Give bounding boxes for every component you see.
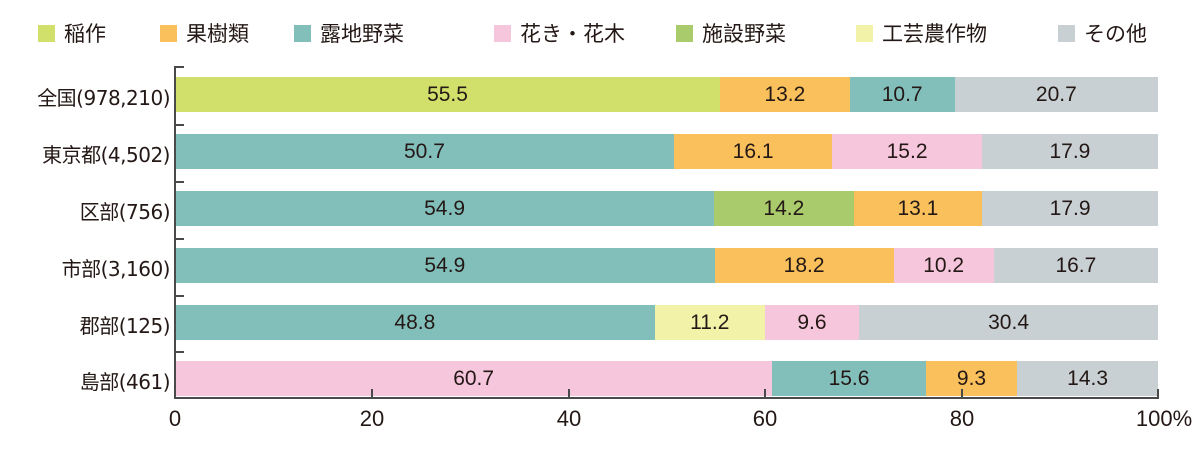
legend-item-greenhouse-vegetables: 施設野菜 — [676, 18, 786, 48]
row-label: 東京都(4,502) — [42, 143, 170, 167]
y-tick — [176, 181, 184, 183]
bar-row: 60.7 15.6 9.3 14.3 — [175, 361, 1158, 396]
x-tick-label: 40 — [556, 406, 582, 431]
bar-segment: 18.2 — [714, 248, 894, 283]
bar-row: 54.9 14.2 13.1 17.9 — [175, 191, 1158, 226]
bar-row: 50.7 16.1 15.2 17.9 — [175, 134, 1158, 169]
row-label: 市部(3,160) — [61, 257, 171, 281]
bar-segment: 55.5 — [175, 77, 721, 112]
legend-label: その他 — [1084, 22, 1147, 46]
legend-swatch-icon — [160, 24, 177, 42]
legend-item-flowers: 花き・花木 — [494, 18, 625, 48]
bar-row: 54.9 18.2 10.2 16.7 — [175, 248, 1158, 283]
legend-label: 稲作 — [64, 22, 106, 46]
bar-segment: 50.7 — [175, 134, 674, 169]
y-tick — [176, 295, 184, 297]
legend-item-rice: 稲作 — [38, 18, 106, 48]
bar-segment: 14.2 — [714, 191, 854, 226]
bar-segment: 15.6 — [772, 361, 926, 396]
y-tick — [176, 124, 184, 126]
row-label: 全国(978,210) — [37, 86, 170, 110]
bar-segment: 9.3 — [925, 361, 1018, 396]
x-tick-label: 80 — [949, 406, 975, 431]
legend-swatch-icon — [676, 24, 693, 42]
legend-label: 露地野菜 — [320, 22, 404, 46]
x-tick-label: 100% — [1135, 406, 1193, 431]
x-tick-label: 60 — [752, 406, 778, 431]
x-tick — [1157, 389, 1159, 398]
bar-segment: 16.7 — [993, 248, 1158, 283]
bar-segment: 13.1 — [853, 191, 983, 226]
row-label: 島部(461) — [79, 370, 171, 394]
y-tick — [176, 238, 184, 240]
y-axis-line — [174, 66, 176, 399]
bar-segment: 54.9 — [175, 191, 715, 226]
bar-row: 48.8 11.2 9.6 30.4 — [175, 305, 1158, 340]
bar-segment: 48.8 — [175, 305, 655, 340]
bar-segment: 10.7 — [849, 77, 955, 112]
legend-swatch-icon — [494, 24, 511, 42]
legend-item-other: その他 — [1058, 18, 1147, 48]
bar-segment: 17.9 — [981, 134, 1158, 169]
y-tick — [176, 66, 184, 68]
bar-row: 55.5 13.2 10.7 20.7 — [175, 77, 1158, 112]
bar-segment: 14.3 — [1017, 361, 1158, 396]
bar-segment: 54.9 — [175, 248, 715, 283]
bar-segment: 30.4 — [859, 305, 1158, 340]
bar-segment: 16.1 — [673, 134, 833, 169]
legend-label: 花き・花木 — [520, 22, 625, 46]
x-tick — [371, 389, 373, 398]
bar-segment: 13.2 — [720, 77, 850, 112]
legend-label: 施設野菜 — [702, 22, 786, 46]
legend-item-fruit: 果樹類 — [160, 18, 249, 48]
x-tick-label: 0 — [168, 406, 182, 431]
x-tick — [568, 389, 570, 398]
bar-segment: 20.7 — [954, 77, 1158, 112]
bar-segment: 9.6 — [764, 305, 860, 340]
legend-item-industrial-crops: 工芸農作物 — [856, 18, 987, 48]
chart-legend: 稲作 果樹類 露地野菜 花き・花木 施設野菜 工芸農作物 その他 — [0, 18, 1200, 48]
x-tick — [764, 389, 766, 398]
row-label: 郡部(125) — [79, 314, 171, 338]
legend-item-open-field-vegetables: 露地野菜 — [294, 18, 404, 48]
x-axis-line — [174, 397, 1159, 399]
bar-segment: 60.7 — [175, 361, 773, 396]
bar-segment: 10.2 — [893, 248, 994, 283]
bar-segment: 11.2 — [654, 305, 765, 340]
row-label: 区部(756) — [79, 200, 171, 224]
x-tick — [961, 389, 963, 398]
legend-swatch-icon — [294, 24, 311, 42]
bar-segment: 15.2 — [832, 134, 982, 169]
plot-area: 55.5 13.2 10.7 20.7 50.7 16.1 15.2 17.9 54.9 14… — [175, 66, 1158, 398]
legend-swatch-icon — [856, 24, 873, 42]
legend-swatch-icon — [38, 24, 55, 42]
bar-segment: 17.9 — [982, 191, 1158, 226]
y-tick — [176, 351, 184, 353]
legend-label: 工芸農作物 — [882, 22, 987, 46]
legend-swatch-icon — [1058, 24, 1075, 42]
legend-label: 果樹類 — [186, 22, 249, 46]
x-tick-label: 20 — [359, 406, 385, 431]
